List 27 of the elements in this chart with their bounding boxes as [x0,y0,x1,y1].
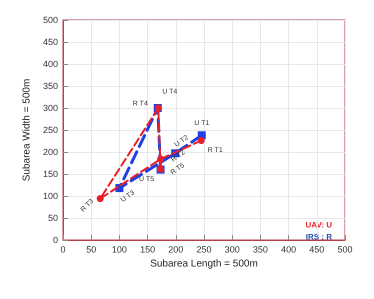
point [198,137,205,144]
x-tick-label: 100 [112,244,127,254]
y-tick-label: 350 [42,81,58,91]
y-tick-label: 50 [48,213,58,223]
y-tick-label: 200 [42,147,58,157]
y-tick-label: 100 [42,191,58,201]
y-tick-label: 250 [42,125,58,135]
x-tick-label: 300 [224,244,240,254]
y-axis-title: Subarea Width = 500m [22,78,33,182]
x-axis-title: Subarea Length = 500m [150,258,258,270]
y-tick-label: 0 [52,235,58,245]
y-tick-label: 450 [42,37,58,47]
x-tick-label: 150 [140,244,156,254]
y-tick-label: 150 [42,169,58,179]
x-tick-label: 500 [337,244,353,254]
x-tick-label: 50 [86,244,96,254]
x-tick-label: 450 [309,244,324,254]
y-tick-label: 500 [42,15,58,25]
x-tick-label: 200 [168,244,184,254]
x-tick-label: 350 [252,244,268,254]
x-tick-label: 0 [60,244,66,254]
y-tick-label: 300 [42,103,58,113]
point [96,195,104,202]
x-tick-label: 250 [196,244,212,254]
x-tick-label: 400 [281,244,296,254]
y-tick-label: 400 [42,59,58,69]
point [157,156,164,163]
